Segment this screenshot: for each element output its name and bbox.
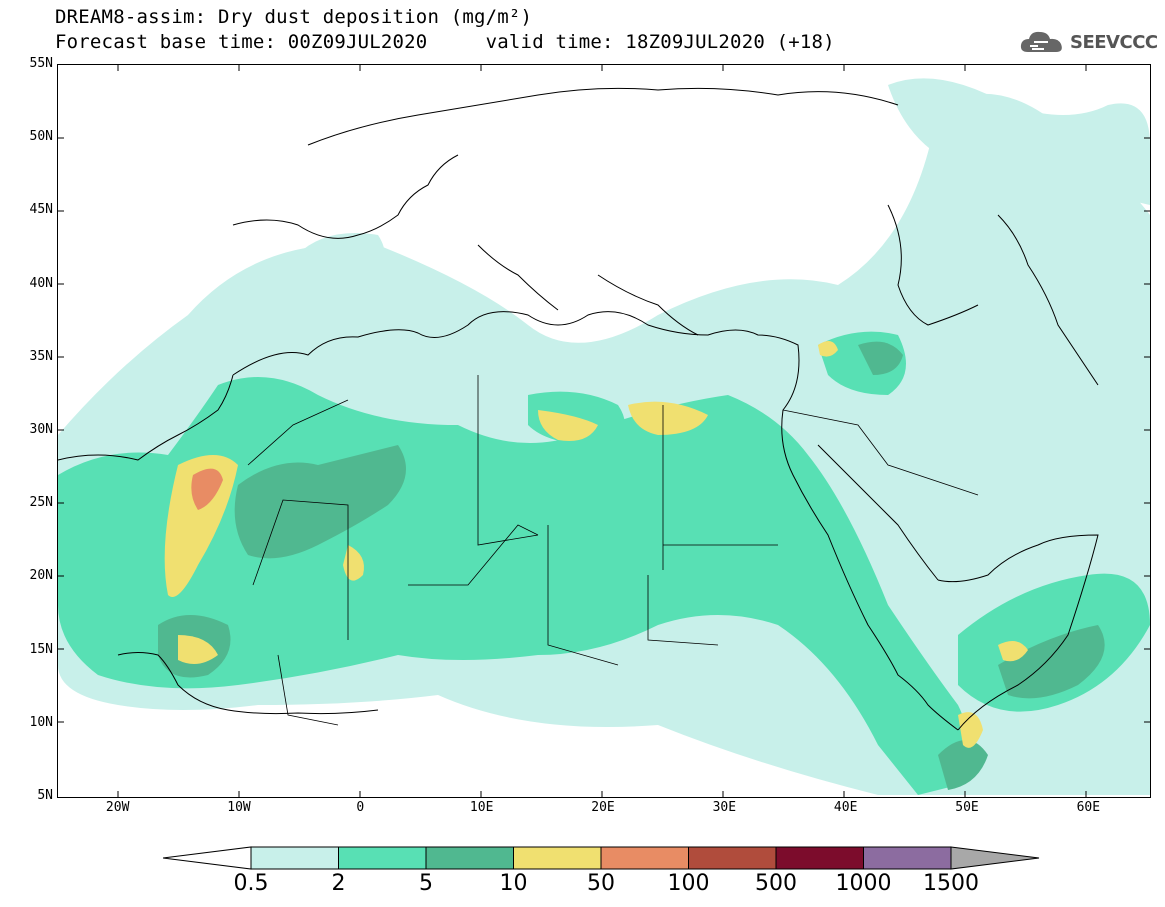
lat-tick-label: 5N: [37, 788, 53, 803]
legend-swatch: [775, 846, 864, 870]
lat-tick-label: 20N: [29, 568, 53, 584]
lon-tick-label: 0: [356, 800, 365, 815]
coastlines-borders: [58, 87, 1099, 731]
legend-swatch: [688, 846, 777, 870]
legend-label: 0.5: [233, 871, 269, 896]
legend-swatch: [425, 846, 514, 870]
lon-tick-label: 20E: [591, 800, 615, 815]
legend-label: 1500: [923, 871, 979, 896]
logo-text: SEEVCCC: [1070, 31, 1158, 53]
forecast-time-subtitle: Forecast base time: 00Z09JUL2020 valid t…: [55, 31, 835, 53]
lon-tick-label: 20W: [105, 800, 130, 815]
legend-label: 5: [419, 871, 433, 896]
graticule: [58, 65, 1150, 797]
color-legend: [163, 846, 1040, 870]
legend-over-triangle: [950, 846, 1040, 870]
deposition-peak: [191, 468, 223, 510]
deposition-very-high: [164, 341, 1028, 748]
lat-tick-label: 55N: [29, 56, 53, 71]
lat-tick-label: 15N: [29, 641, 53, 657]
lat-tick-label: 45N: [29, 202, 53, 218]
legend-label: 10: [499, 871, 528, 896]
lat-tick-label: 25N: [29, 495, 53, 511]
legend-swatch: [513, 846, 602, 870]
lat-tick-label: 10N: [29, 714, 53, 730]
deposition-high: [158, 341, 1105, 790]
country-borders: [247, 375, 979, 726]
legend-label: 50: [587, 871, 615, 896]
legend-label: 500: [755, 871, 797, 896]
lon-tick-label: 40E: [833, 800, 858, 815]
legend-swatch: [600, 846, 689, 870]
map-panel[interactable]: [57, 64, 1151, 798]
legend-swatch: [250, 846, 339, 870]
lon-tick-label: 30E: [712, 800, 737, 815]
lat-tick-label: 30N: [29, 422, 53, 437]
legend-label: 100: [667, 871, 710, 896]
legend-label: 1000: [835, 871, 892, 896]
seevccc-logo: SEEVCCC: [1018, 24, 1158, 60]
legend-under-triangle: [163, 846, 252, 870]
legend-swatch: [338, 846, 427, 870]
legend-label: 2: [331, 871, 346, 896]
lat-tick-label: 40N: [29, 275, 53, 291]
map-title: DREAM8-assim: Dry dust deposition (mg/m²…: [55, 6, 533, 28]
lat-tick-label: 50N: [29, 129, 53, 145]
lat-tick-label: 35N: [29, 348, 53, 364]
lon-tick-label: 60E: [1076, 800, 1101, 815]
legend-swatch: [863, 846, 952, 870]
lon-tick-label: 10W: [227, 800, 251, 815]
lon-tick-label: 50E: [955, 800, 979, 815]
cloud-icon: [1020, 31, 1062, 52]
lon-tick-label: 10E: [469, 800, 494, 815]
dust-deposition-map[interactable]: [58, 65, 1150, 797]
